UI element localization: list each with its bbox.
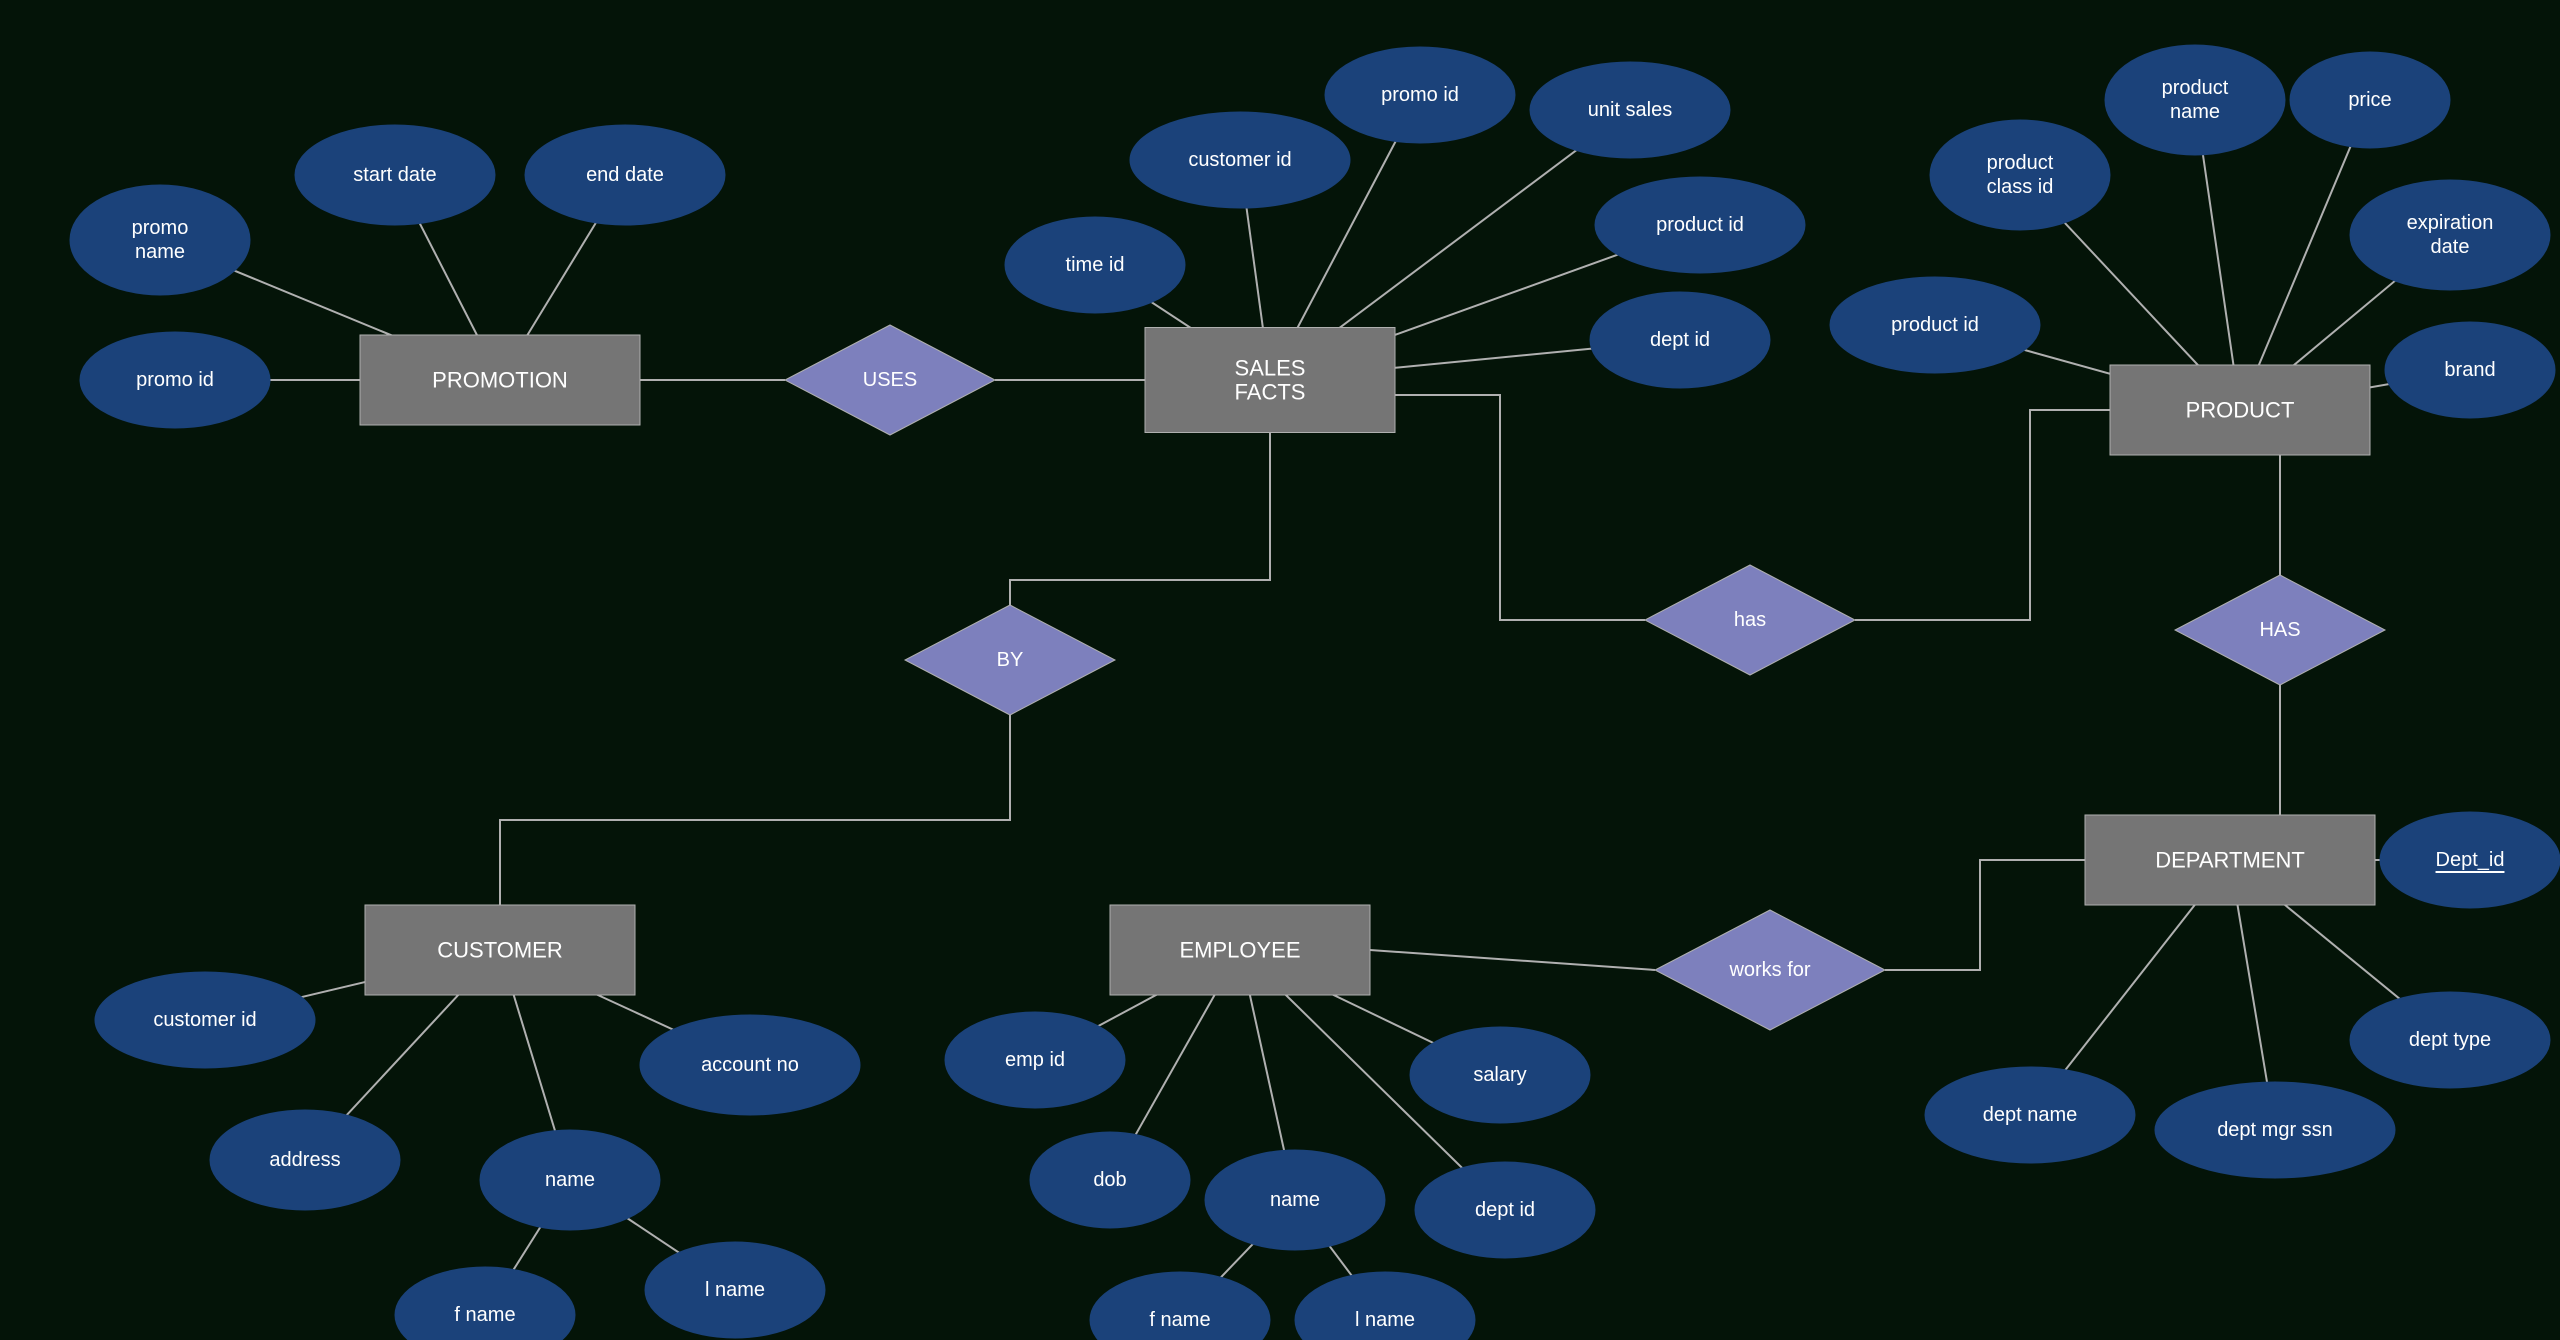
svg-text:name: name	[135, 241, 185, 263]
svg-text:BY: BY	[997, 649, 1024, 671]
svg-text:product id: product id	[1656, 214, 1744, 236]
svg-text:price: price	[2348, 89, 2391, 111]
svg-text:SALES: SALES	[1235, 356, 1306, 381]
edge-salesfacts-has1	[1395, 395, 1645, 620]
edge-by-customer	[500, 715, 1010, 905]
attribute-fname_c: f name	[395, 1267, 575, 1340]
svg-text:dob: dob	[1093, 1169, 1126, 1191]
svg-text:PRODUCT: PRODUCT	[2186, 398, 2295, 423]
svg-text:name: name	[2170, 101, 2220, 123]
svg-text:PROMOTION: PROMOTION	[432, 368, 568, 393]
attribute-account_no: account no	[640, 1015, 860, 1115]
er-diagram: promo idpromonamestart dateend datetime …	[0, 0, 2560, 1340]
svg-text:dept mgr ssn: dept mgr ssn	[2217, 1119, 2333, 1141]
edge-worksfor-department	[1885, 860, 2085, 970]
attribute-start_date: start date	[295, 125, 495, 225]
svg-text:name: name	[545, 1169, 595, 1191]
svg-text:date: date	[2431, 236, 2470, 258]
attribute-dept_mgr: dept mgr ssn	[2155, 1082, 2395, 1178]
attribute-product_class: productclass id	[1930, 120, 2110, 230]
svg-text:end date: end date	[586, 164, 664, 186]
svg-text:time id: time id	[1066, 254, 1125, 276]
attribute-time_id: time id	[1005, 217, 1185, 313]
svg-text:start date: start date	[353, 164, 436, 186]
svg-text:product id: product id	[1891, 314, 1979, 336]
svg-text:dept type: dept type	[2409, 1029, 2491, 1051]
attribute-name_e: name	[1205, 1150, 1385, 1250]
attribute-customer_id_c: customer id	[95, 972, 315, 1068]
svg-text:f name: f name	[1149, 1309, 1210, 1331]
attribute-lname_e: l name	[1295, 1272, 1475, 1340]
svg-text:expiration: expiration	[2407, 212, 2494, 234]
svg-text:promo id: promo id	[1381, 84, 1459, 106]
svg-text:dept id: dept id	[1650, 329, 1710, 351]
edge-salesfacts-by	[1010, 432, 1270, 605]
attribute-expiration: expirationdate	[2350, 180, 2550, 290]
attribute-brand: brand	[2385, 322, 2555, 418]
svg-text:FACTS: FACTS	[1235, 380, 1306, 405]
attribute-customer_id_sf: customer id	[1130, 112, 1350, 208]
attribute-promo_id_sf: promo id	[1325, 47, 1515, 143]
edge-has1-product	[1855, 410, 2110, 620]
attribute-dept_type: dept type	[2350, 992, 2550, 1088]
attribute-product_id_sf: product id	[1595, 177, 1805, 273]
svg-text:l name: l name	[1355, 1309, 1415, 1331]
svg-text:account no: account no	[701, 1054, 799, 1076]
svg-text:emp id: emp id	[1005, 1049, 1065, 1071]
attribute-lname_c: l name	[645, 1242, 825, 1338]
svg-text:product: product	[2162, 77, 2229, 99]
svg-text:address: address	[269, 1149, 340, 1171]
svg-text:promo: promo	[132, 217, 189, 239]
svg-text:promo id: promo id	[136, 369, 214, 391]
attribute-dept_id_d: Dept_id	[2380, 812, 2560, 908]
svg-text:EMPLOYEE: EMPLOYEE	[1179, 938, 1300, 963]
attribute-promo_name: promoname	[70, 185, 250, 295]
attribute-salary: salary	[1410, 1027, 1590, 1123]
attribute-product_id_p: product id	[1830, 277, 2040, 373]
svg-text:product: product	[1987, 152, 2054, 174]
svg-text:Dept_id: Dept_id	[2436, 849, 2505, 871]
attribute-product_name: productname	[2105, 45, 2285, 155]
svg-text:l name: l name	[705, 1279, 765, 1301]
svg-text:brand: brand	[2444, 359, 2495, 381]
svg-text:f name: f name	[454, 1304, 515, 1326]
svg-text:name: name	[1270, 1189, 1320, 1211]
attribute-fname_e: f name	[1090, 1272, 1270, 1340]
attribute-dept_id_e: dept id	[1415, 1162, 1595, 1258]
attribute-price: price	[2290, 52, 2450, 148]
svg-text:USES: USES	[863, 369, 917, 391]
attribute-dept_name: dept name	[1925, 1067, 2135, 1163]
svg-text:dept name: dept name	[1983, 1104, 2078, 1126]
edge-employee-worksfor	[1370, 950, 1655, 970]
attribute-dob: dob	[1030, 1132, 1190, 1228]
attribute-dept_id_sf: dept id	[1590, 292, 1770, 388]
svg-text:customer id: customer id	[1188, 149, 1291, 171]
svg-text:unit sales: unit sales	[1588, 99, 1673, 121]
svg-text:works for: works for	[1728, 959, 1810, 981]
svg-text:class id: class id	[1987, 176, 2054, 198]
svg-text:CUSTOMER: CUSTOMER	[437, 938, 563, 963]
svg-text:HAS: HAS	[2259, 619, 2300, 641]
attribute-end_date: end date	[525, 125, 725, 225]
attribute-promo_id: promo id	[80, 332, 270, 428]
attribute-emp_id: emp id	[945, 1012, 1125, 1108]
svg-text:customer id: customer id	[153, 1009, 256, 1031]
attribute-address: address	[210, 1110, 400, 1210]
attribute-name_c: name	[480, 1130, 660, 1230]
svg-text:DEPARTMENT: DEPARTMENT	[2155, 848, 2305, 873]
svg-text:dept id: dept id	[1475, 1199, 1535, 1221]
svg-text:has: has	[1734, 609, 1766, 631]
svg-text:salary: salary	[1473, 1064, 1526, 1086]
attribute-unit_sales: unit sales	[1530, 62, 1730, 158]
